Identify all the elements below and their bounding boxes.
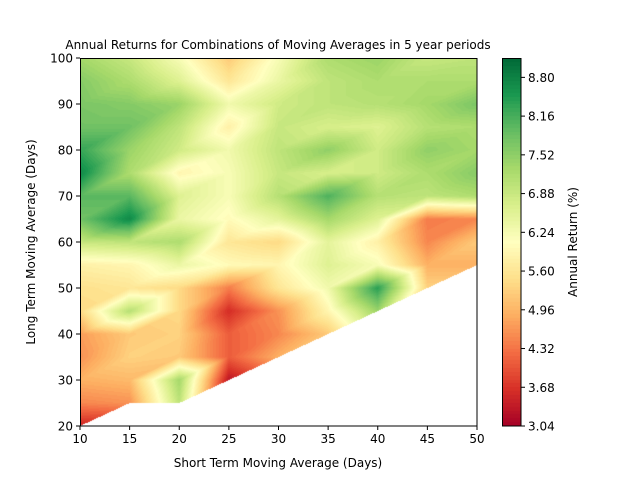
x-tick-label: 25	[221, 432, 236, 446]
colorbar-gradient	[502, 58, 521, 426]
y-tick-label: 50	[58, 282, 73, 296]
y-tick-label: 90	[58, 98, 73, 112]
colorbar-tick-label: 3.04	[528, 420, 555, 434]
x-tick-label: 40	[370, 432, 385, 446]
colorbar-tick-label: 6.24	[528, 226, 555, 240]
colorbar-tick-label: 4.32	[528, 342, 555, 356]
y-tick-label: 40	[58, 328, 73, 342]
y-tick-label: 70	[58, 190, 73, 204]
colorbar-tick-label: 4.96	[528, 303, 555, 317]
x-tick-label: 15	[122, 432, 137, 446]
colorbar-tick-label: 3.68	[528, 381, 555, 395]
colorbar-tick-label: 7.52	[528, 148, 555, 162]
x-axis: 10 15 20 25 30 35 40 45 50	[72, 426, 485, 446]
y-tick-label: 80	[58, 144, 73, 158]
x-tick-label: 30	[271, 432, 286, 446]
x-tick-label: 20	[172, 432, 187, 446]
x-tick-label: 50	[469, 432, 484, 446]
x-tick-label: 35	[320, 432, 335, 446]
colorbar-tick-label: 8.16	[528, 110, 555, 124]
y-axis: 20 30 40 50 60 70 80 90 100	[50, 52, 80, 434]
colorbar-tick-label: 6.88	[528, 187, 555, 201]
chart-title: Annual Returns for Combinations of Movin…	[65, 38, 490, 52]
y-tick-label: 20	[58, 420, 73, 434]
y-tick-label: 30	[58, 374, 73, 388]
colorbar: 3.04 3.68 4.32 4.96 5.60 6.24 6.88 7.52 8.16 8.80…	[502, 58, 580, 434]
colorbar-tick-label: 8.80	[528, 71, 555, 85]
contour-fill	[80, 58, 477, 426]
x-tick-label: 45	[420, 432, 435, 446]
plot-area	[80, 58, 478, 427]
colorbar-tick-label: 5.60	[528, 265, 555, 279]
x-axis-label: Short Term Moving Average (Days)	[174, 456, 383, 470]
x-tick-label: 10	[72, 432, 87, 446]
y-axis-label: Long Term Moving Average (Days)	[24, 139, 38, 344]
colorbar-label: Annual Return (%)	[566, 187, 580, 297]
y-tick-label: 60	[58, 236, 73, 250]
y-tick-label: 100	[50, 52, 73, 66]
colorbar-frame	[502, 58, 522, 427]
